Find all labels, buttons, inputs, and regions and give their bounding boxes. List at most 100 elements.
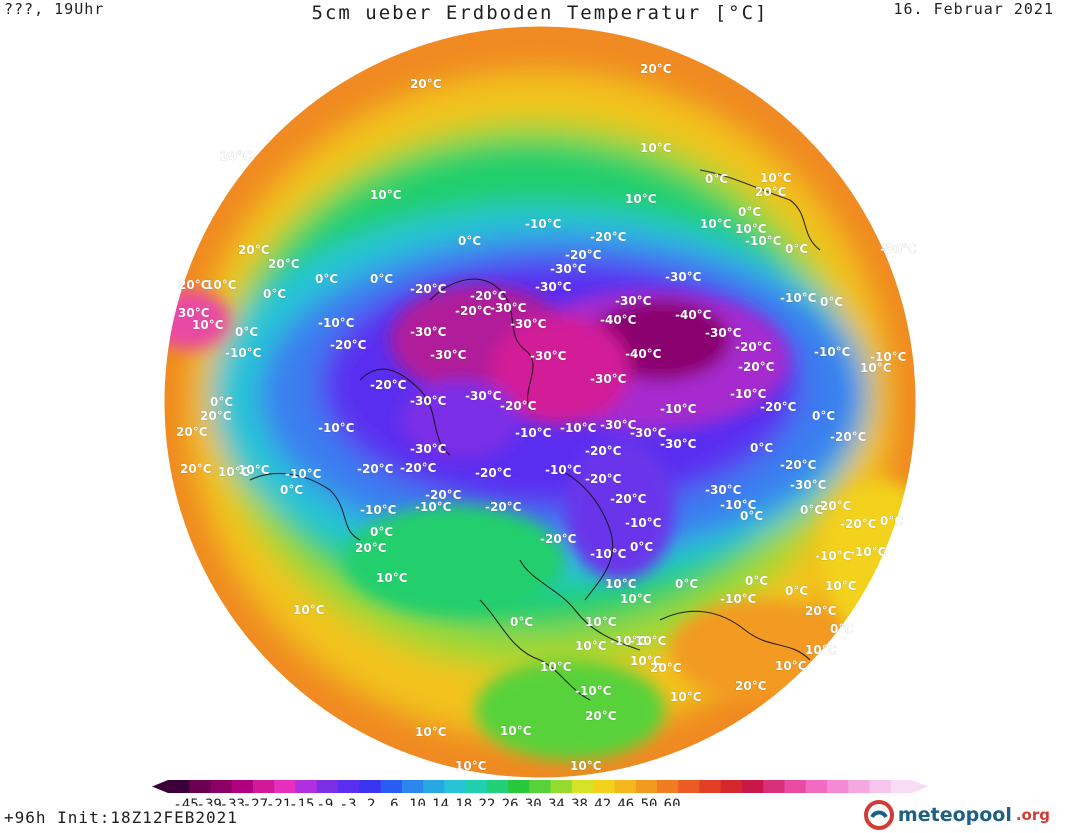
- contour-label: -30°C: [510, 317, 547, 331]
- legend-swatch: [359, 780, 382, 793]
- contour-label: 0°C: [740, 509, 763, 523]
- legend-swatch: [571, 780, 594, 793]
- contour-label: 0°C: [235, 325, 258, 339]
- contour-label: -10°C: [660, 402, 697, 416]
- contour-label: 10°C: [238, 463, 270, 477]
- contour-label: -30°C: [790, 478, 827, 492]
- contour-label: 30°C: [178, 306, 210, 320]
- legend-swatch: [678, 780, 701, 793]
- legend-tick: 42: [594, 797, 611, 806]
- contour-label: 0°C: [280, 483, 303, 497]
- contour-label: 0°C: [750, 441, 773, 455]
- legend-tick: -27: [243, 797, 268, 806]
- contour-label: -30°C: [410, 394, 447, 408]
- contour-label: 20°C: [735, 679, 767, 693]
- contour-label: 10°C: [218, 465, 250, 479]
- contour-label: -10°C: [560, 421, 597, 435]
- contour-label: -10°C: [815, 549, 852, 563]
- contour-label: 0°C: [785, 584, 808, 598]
- contour-label: 0°C: [315, 272, 338, 286]
- legend-tick-labels: -45-39-33-27-21-15 -9 -3 2 6 10 14 18 22 26 30 34 38…: [173, 797, 680, 806]
- contour-label: 10°C: [455, 759, 487, 773]
- contour-label: -30°C: [600, 418, 637, 432]
- legend-swatch: [168, 780, 190, 793]
- contour-label: -10°C: [850, 545, 887, 559]
- contour-label: 20°C: [585, 709, 617, 723]
- contour-label: -10°C: [525, 217, 562, 231]
- contour-label: -20°C: [500, 399, 537, 413]
- brand-name: meteopool: [897, 804, 1012, 826]
- model-run-label: ???, 19Uhr: [4, 0, 105, 18]
- legend-tick: -15: [289, 797, 314, 806]
- color-legend: -45-39-33-27-21-15 -9 -3 2 6 10 14 18 22 26 30 34 38…: [152, 780, 928, 806]
- legend-tick: 26: [502, 797, 519, 806]
- legend-swatch: [890, 780, 913, 793]
- contour-label: -10°C: [720, 498, 757, 512]
- legend-tick: 30: [525, 797, 542, 806]
- contour-label: -30°C: [465, 389, 502, 403]
- contour-label: -20°C: [735, 340, 772, 354]
- contour-label: 20°C: [355, 541, 387, 555]
- legend-swatch: [189, 780, 212, 793]
- contour-label: -20°C: [400, 461, 437, 475]
- contour-label: -30°C: [630, 426, 667, 440]
- contour-label: 10°C: [775, 659, 807, 673]
- contour-label: 10°C: [293, 603, 325, 617]
- contour-label: -10°C: [415, 500, 452, 514]
- contour-label: 0°C: [675, 577, 698, 591]
- legend-swatch: [231, 780, 254, 793]
- contour-label: -30°C: [535, 280, 572, 294]
- contour-label: -30°C: [490, 301, 527, 315]
- contour-label: -30°C: [660, 437, 697, 451]
- contour-label: 10°C: [825, 579, 857, 593]
- contour-label: 20°C: [238, 243, 270, 257]
- contour-label: 10°C: [630, 654, 662, 668]
- contour-label: 20°C: [805, 604, 837, 618]
- contour-label: 10°C: [605, 577, 637, 591]
- legend-tick: -9: [316, 797, 333, 806]
- contour-label: 10°C: [570, 759, 602, 773]
- contour-label: -20°C: [475, 466, 512, 480]
- contour-label: 0°C: [630, 540, 653, 554]
- legend-swatch: [826, 780, 849, 793]
- contour-label: -20°C: [840, 517, 877, 531]
- contour-label: 0°C: [458, 234, 481, 248]
- contour-label: 0°C: [510, 615, 533, 629]
- map-field-atlantic: [345, 505, 565, 615]
- contour-label: 10°C: [805, 643, 837, 657]
- contour-label: 0°C: [745, 574, 768, 588]
- contour-label: -20°C: [357, 462, 394, 476]
- contour-label: -30°C: [590, 372, 627, 386]
- contour-label: 20°C: [640, 62, 672, 76]
- contour-label: 10°C: [370, 188, 402, 202]
- contour-label: -10°C: [285, 467, 322, 481]
- contour-label: -20°C: [585, 444, 622, 458]
- legend-swatch: [316, 780, 339, 793]
- contour-label: -10°C: [730, 387, 767, 401]
- legend-swatch: [508, 780, 530, 793]
- contour-label: -10°C: [814, 345, 851, 359]
- legend-tick: -39: [197, 797, 222, 806]
- legend-tick: 18: [455, 797, 472, 806]
- meteopool-logo-icon: [863, 800, 894, 830]
- map-field-cold-sw: [400, 380, 520, 460]
- contour-label: 0°C: [370, 272, 393, 286]
- meteopool-logo[interactable]: meteopool .org: [863, 800, 1050, 830]
- contour-label: -20°C: [565, 248, 602, 262]
- map-title: 5cm ueber Erdboden Temperatur [°C]: [311, 2, 769, 24]
- contour-label: -10°C: [870, 350, 907, 364]
- contour-label: -20°C: [455, 304, 492, 318]
- contour-label: -20°C: [590, 230, 627, 244]
- contour-label: 0°C: [738, 205, 761, 219]
- contour-label: 0°C: [263, 287, 286, 301]
- contour-label: 10°C: [700, 217, 732, 231]
- contour-label: -30°C: [410, 442, 447, 456]
- legend-swatch: [593, 780, 615, 793]
- contour-label: -20°C: [470, 289, 507, 303]
- coastlines: [249, 169, 821, 701]
- brand-tld: .org: [1015, 806, 1050, 824]
- contour-label: -40°C: [625, 347, 662, 361]
- contour-label: -40°C: [675, 308, 712, 322]
- contour-label: -30°C: [530, 349, 567, 363]
